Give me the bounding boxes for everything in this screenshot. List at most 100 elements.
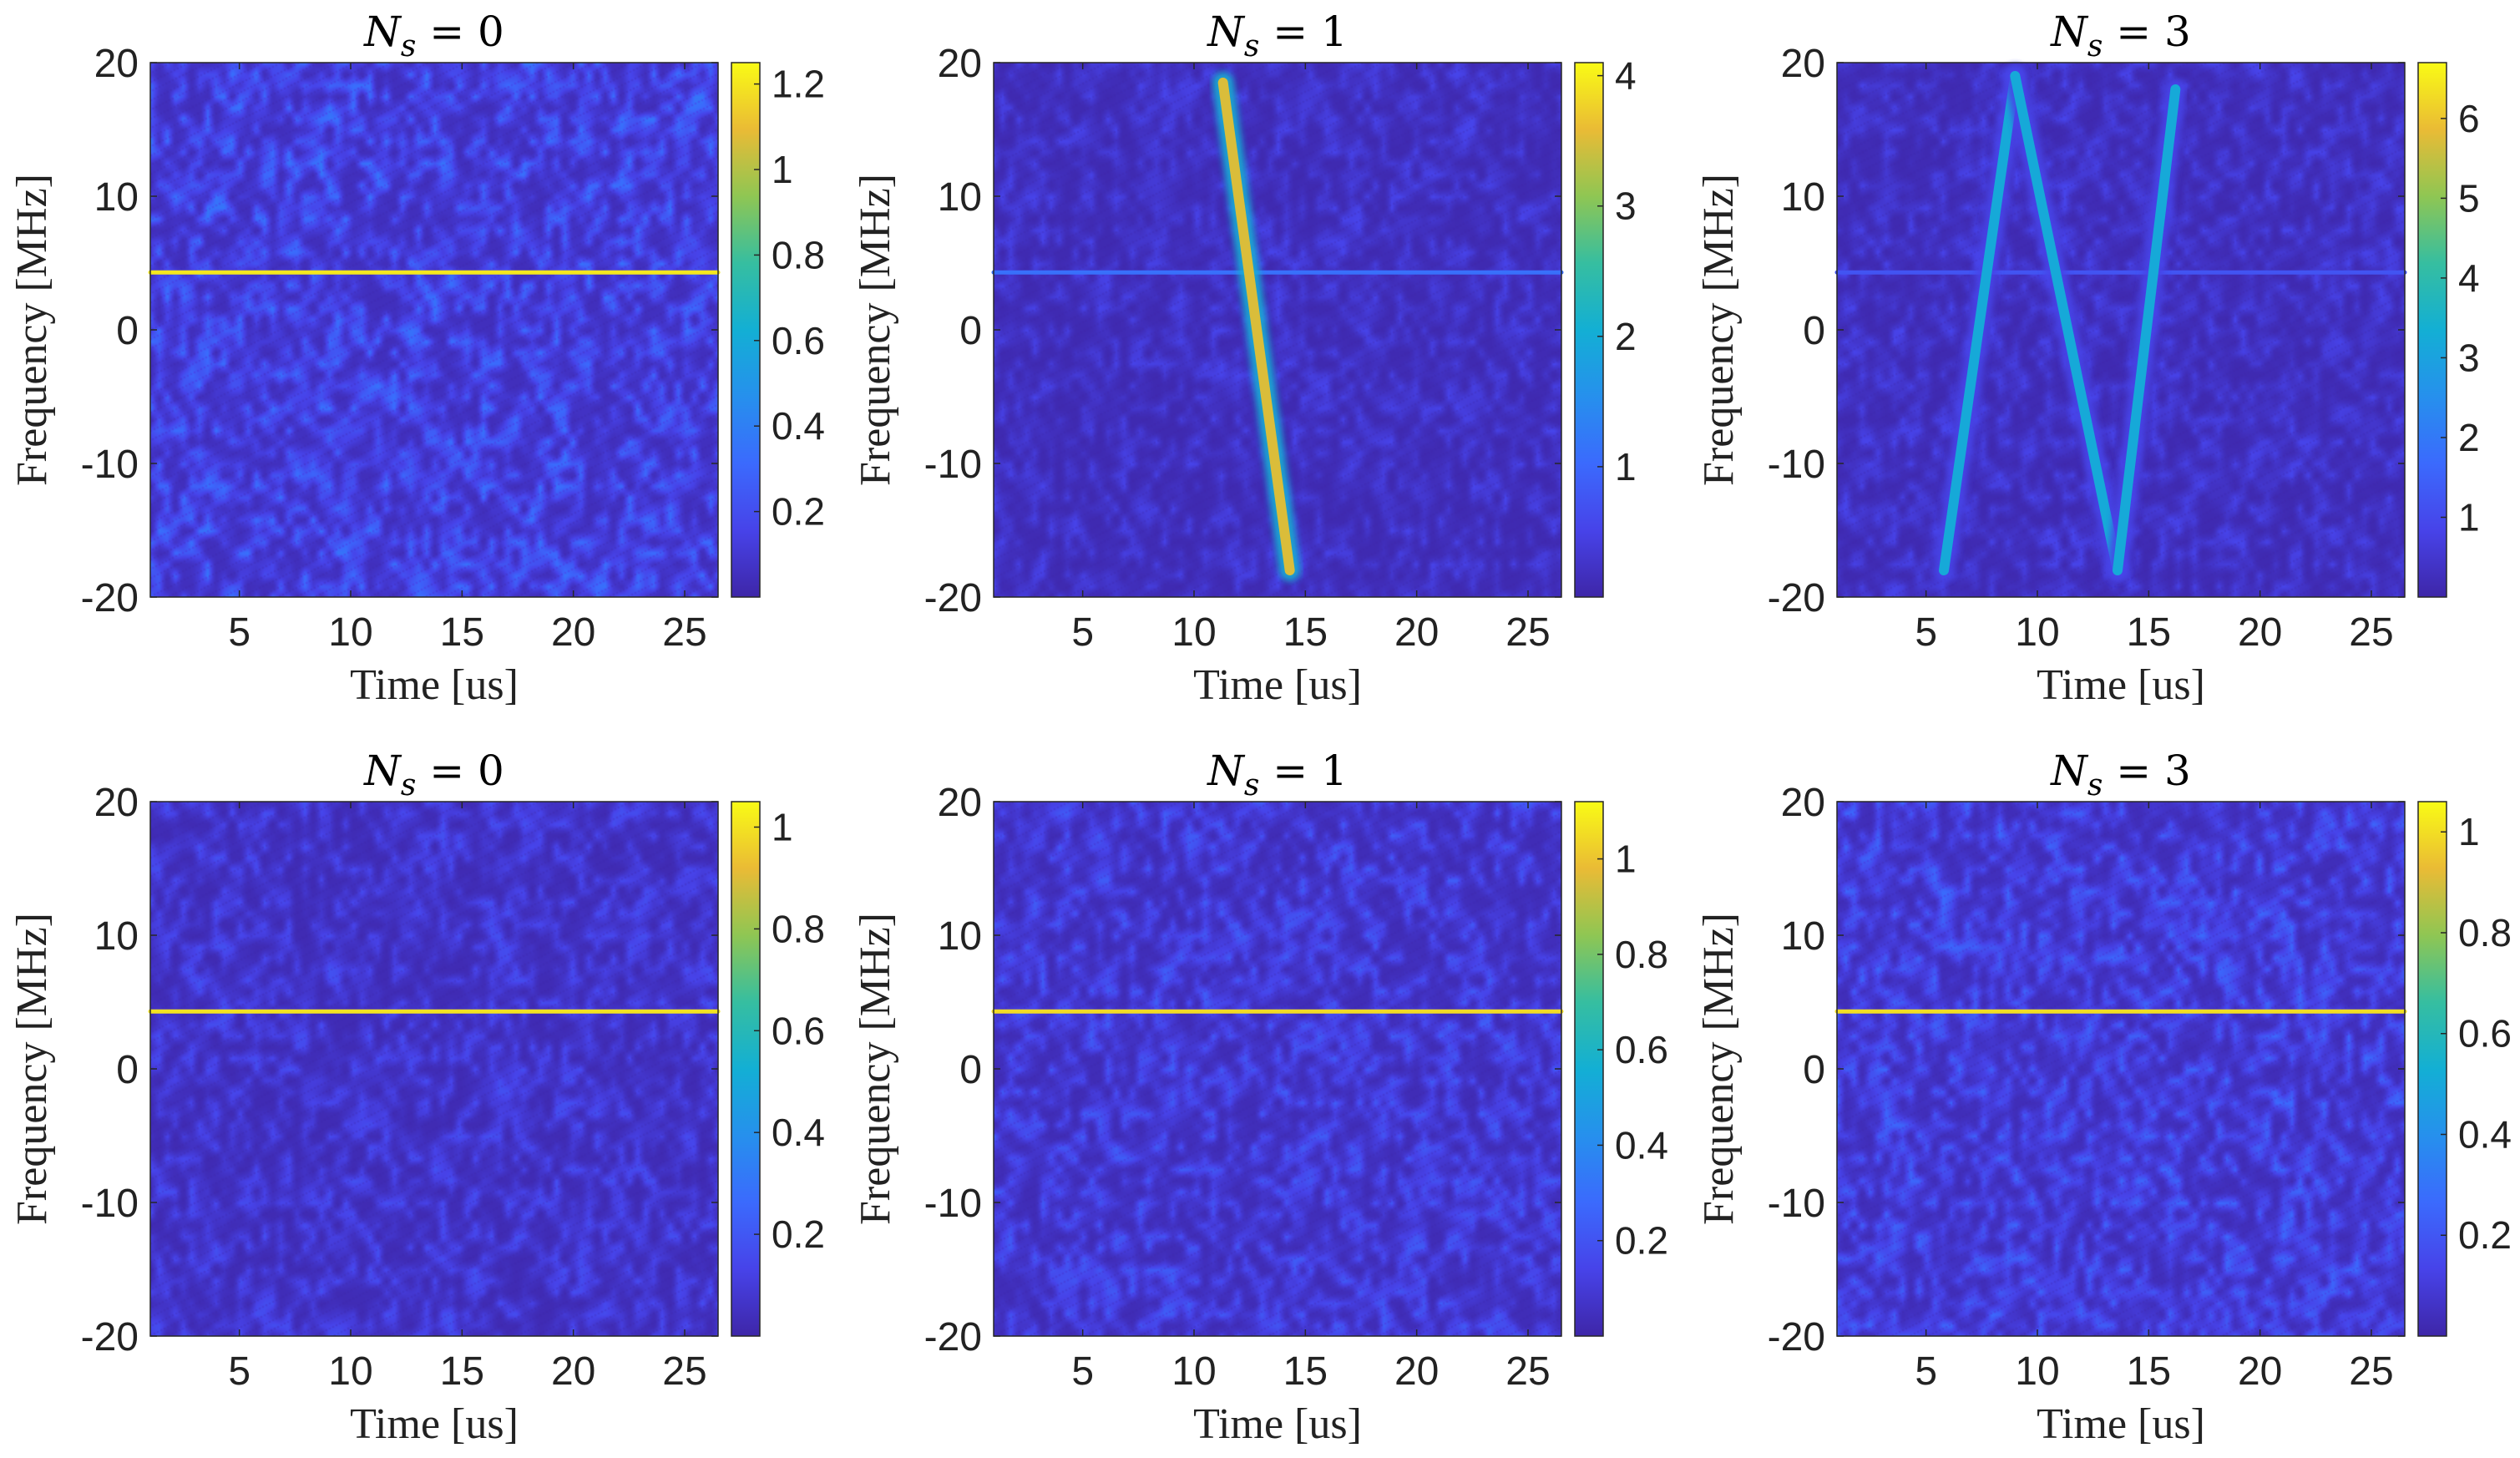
colorbar — [1575, 63, 1603, 597]
colorbar-tick-label: 0.8 — [2458, 911, 2512, 954]
x-tick-label: 25 — [2349, 610, 2393, 655]
x-tick-label: 25 — [2349, 1349, 2393, 1394]
colorbar-tick-label: 0.2 — [2458, 1213, 2512, 1257]
colorbar-tick-label: 0.4 — [2458, 1112, 2512, 1156]
x-tick-label: 10 — [1171, 610, 1216, 655]
colorbar-tick-label: 1 — [1615, 838, 1637, 881]
y-tick-label: -10 — [81, 1182, 139, 1226]
colorbar-tick-label: 0.2 — [772, 1212, 825, 1256]
heatmap-image — [150, 63, 718, 597]
x-axis-label: Time [us] — [1193, 1400, 1362, 1448]
y-tick-label: 10 — [938, 914, 982, 959]
chirp-line-2 — [2010, 71, 2123, 575]
colorbar — [2418, 802, 2447, 1336]
colorbar-tick-label: 6 — [2458, 97, 2480, 140]
subplot-title: Ns = 0 — [363, 747, 504, 802]
y-tick-label: -10 — [924, 1182, 982, 1226]
colorbar-tick-label: 0.6 — [1615, 1028, 1668, 1071]
subplot-title: Ns = 1 — [1207, 8, 1348, 63]
colorbar — [1575, 802, 1603, 1336]
colorbar-tick-label: 0.8 — [772, 233, 825, 276]
subplot-title: Ns = 3 — [2050, 8, 2191, 63]
colorbar-tick-label: 1 — [2458, 810, 2480, 853]
colorbar-tick-label: 2 — [1615, 315, 1637, 358]
x-axis-label: Time [us] — [350, 661, 519, 709]
y-tick-label: -20 — [1768, 576, 1825, 620]
colorbar-tick-label: 0.2 — [772, 490, 825, 534]
y-tick-label: 0 — [1803, 1048, 1825, 1092]
x-axis-label: Time [us] — [1193, 661, 1362, 709]
y-tick-label: -20 — [924, 1315, 982, 1359]
x-tick-label: 25 — [1505, 1349, 1550, 1394]
x-tick-label: 20 — [2238, 1349, 2282, 1394]
y-tick-label: 0 — [959, 309, 982, 353]
x-tick-label: 20 — [551, 610, 595, 655]
colorbar-frame — [2417, 801, 2447, 1337]
x-tick-label: 5 — [1071, 610, 1094, 655]
y-tick-label: -10 — [924, 443, 982, 487]
colorbar-tick-label: 4 — [2458, 256, 2480, 300]
y-tick-label: 20 — [938, 781, 982, 825]
x-tick-label: 20 — [1394, 1349, 1439, 1394]
colorbar-tick-label: 1 — [1615, 445, 1637, 489]
colorbar-tick-label: 0.8 — [1615, 933, 1668, 976]
x-tick-label: 15 — [2127, 1349, 2171, 1394]
y-tick-label: -10 — [81, 443, 139, 487]
y-tick-label: -20 — [1768, 1315, 1825, 1359]
x-tick-label: 25 — [1505, 610, 1550, 655]
y-tick-label: 20 — [938, 42, 982, 86]
colorbar-frame — [1574, 801, 1604, 1337]
x-tick-label: 15 — [440, 610, 484, 655]
y-tick-label: 10 — [938, 175, 982, 220]
y-tick-label: 10 — [94, 175, 139, 220]
x-axis-label: Time [us] — [2037, 661, 2205, 709]
x-tick-label: 20 — [1394, 610, 1439, 655]
y-tick-label: 10 — [94, 914, 139, 959]
y-axis-label: Frequency [MHz] — [1695, 913, 1743, 1225]
y-tick-label: 20 — [1781, 42, 1825, 86]
y-tick-label: -20 — [924, 576, 982, 620]
x-tick-label: 15 — [1283, 1349, 1328, 1394]
y-axis-label: Frequency [MHz] — [8, 174, 56, 486]
colorbar-tick-label: 0.4 — [1615, 1123, 1668, 1167]
x-tick-label: 20 — [551, 1349, 595, 1394]
subplot-2: 5 10 15 20 25 -20 -10 0 10 20 Time [us] Frequency [… — [852, 8, 1637, 709]
x-tick-label: 10 — [1171, 1349, 1216, 1394]
y-tick-label: -20 — [81, 1315, 139, 1359]
chirp-line-1 — [1217, 78, 1295, 575]
y-tick-label: -20 — [81, 576, 139, 620]
subplot-title: Ns = 3 — [2050, 747, 2191, 802]
colorbar — [2418, 63, 2447, 597]
subplot-4: 5 10 15 20 25 -20 -10 0 10 20 Time [us] Frequency [… — [8, 747, 825, 1448]
heatmap-image — [994, 802, 1561, 1336]
y-axis-label: Frequency [MHz] — [852, 174, 899, 486]
x-tick-label: 15 — [2127, 610, 2171, 655]
x-tick-label: 15 — [1283, 610, 1328, 655]
subplot-1: 5 10 15 20 25 -20 -10 0 10 20 Time [us] Frequency [… — [8, 8, 825, 709]
chirp-line-1 — [1939, 71, 2021, 575]
colorbar-frame — [2417, 62, 2447, 598]
x-tick-label: 10 — [2015, 1349, 2059, 1394]
colorbar-tick-label: 4 — [1615, 54, 1637, 98]
colorbar-tick-label: 0.4 — [772, 404, 825, 448]
colorbar — [731, 63, 760, 597]
colorbar — [731, 802, 760, 1336]
x-tick-label: 25 — [662, 1349, 706, 1394]
y-tick-label: -10 — [1768, 1182, 1825, 1226]
colorbar-tick-label: 3 — [1615, 185, 1637, 228]
y-tick-label: 10 — [1781, 914, 1825, 959]
x-tick-label: 5 — [1915, 610, 1937, 655]
y-tick-label: 20 — [94, 42, 139, 86]
y-axis-label: Frequency [MHz] — [8, 913, 56, 1225]
y-tick-label: 0 — [959, 1048, 982, 1092]
subplot-6: 5 10 15 20 25 -20 -10 0 10 20 Time [us] Frequency [… — [1695, 747, 2512, 1448]
heatmap-image — [1837, 802, 2405, 1336]
x-axis-label: Time [us] — [350, 1400, 519, 1448]
y-tick-label: -10 — [1768, 443, 1825, 487]
colorbar-tick-label: 5 — [2458, 176, 2480, 220]
heatmap-image — [150, 802, 718, 1336]
colorbar-tick-label: 0.6 — [772, 319, 825, 362]
colorbar-tick-label: 1 — [772, 148, 793, 191]
